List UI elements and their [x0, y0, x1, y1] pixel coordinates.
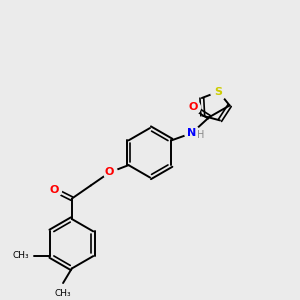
Text: CH₃: CH₃ [55, 289, 71, 298]
Text: O: O [189, 102, 198, 112]
Text: O: O [50, 185, 59, 195]
Text: S: S [214, 87, 223, 97]
Text: O: O [105, 167, 114, 177]
Text: H: H [197, 130, 205, 140]
Text: N: N [187, 128, 196, 138]
Text: CH₃: CH₃ [13, 251, 29, 260]
